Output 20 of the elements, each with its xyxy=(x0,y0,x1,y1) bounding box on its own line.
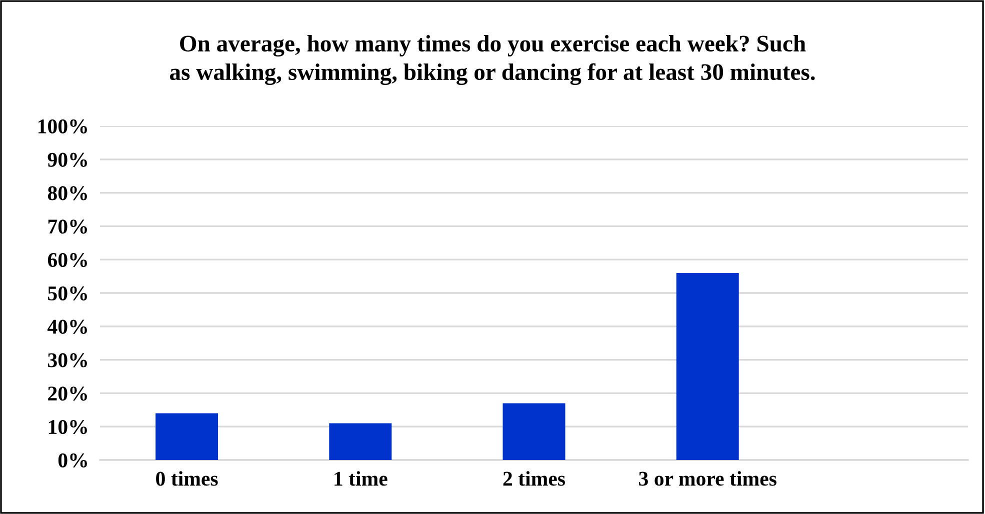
y-tick-label: 100% xyxy=(38,119,87,134)
y-tick-label: 70% xyxy=(48,220,87,234)
bar xyxy=(329,423,392,460)
bar xyxy=(156,413,218,460)
y-tick-label: 50% xyxy=(48,286,87,300)
y-tick-label: 90% xyxy=(48,152,87,167)
x-tick-label: 1 time xyxy=(334,471,388,486)
bar xyxy=(502,403,566,460)
x-tick-label: 2 times xyxy=(503,471,566,486)
bar xyxy=(676,272,739,460)
y-tick-label: 10% xyxy=(48,420,87,434)
x-tick-label: 3 or more times xyxy=(639,471,776,486)
y-tick-label: 40% xyxy=(48,320,87,334)
y-tick-label: 20% xyxy=(48,386,87,401)
y-tick-label: 80% xyxy=(48,186,87,200)
chart-title: On average, how many times do you exercise each week? Such as walking, swimming, biking or dancing for at least 30 minutes. xyxy=(170,34,815,86)
x-tick-label: 0 times xyxy=(156,471,218,486)
y-tick-label: 60% xyxy=(48,252,87,268)
y-tick-label: 0% xyxy=(58,453,87,468)
y-tick-label: 30% xyxy=(48,353,87,368)
